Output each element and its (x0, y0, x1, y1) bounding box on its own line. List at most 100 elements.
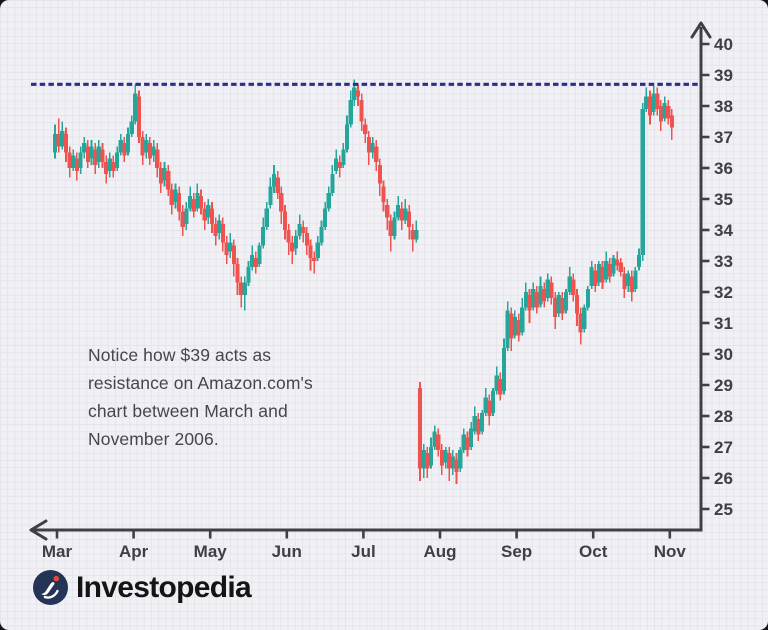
candle (385, 199, 390, 230)
candle (337, 155, 342, 178)
candle (618, 257, 623, 277)
candle (264, 202, 269, 230)
candle (220, 217, 225, 252)
candle (89, 140, 94, 165)
candle (74, 152, 79, 181)
chart-annotation: Notice how $39 acts as resistance on Ama… (88, 341, 313, 453)
candle (501, 338, 507, 395)
candle (177, 186, 182, 221)
candle (658, 99, 663, 131)
candle (494, 366, 499, 395)
candle (56, 118, 61, 153)
candle (534, 285, 539, 314)
candle (63, 127, 69, 162)
investopedia-wordmark: Investopedia (76, 570, 252, 604)
y-tick-label: 31 (714, 314, 733, 333)
candle (381, 180, 386, 212)
candle (144, 133, 149, 159)
candle (483, 388, 488, 416)
candle (406, 205, 412, 240)
candle (509, 307, 514, 351)
candle (191, 192, 196, 218)
candle (436, 428, 441, 457)
candle (140, 130, 145, 165)
candle (399, 202, 404, 230)
candle (428, 437, 434, 469)
candle (629, 270, 634, 302)
candle (293, 230, 298, 255)
candle (636, 248, 642, 271)
candle (348, 90, 353, 128)
y-tick-label: 29 (714, 376, 733, 395)
candle (85, 140, 90, 168)
y-tick-label: 25 (714, 500, 733, 519)
candle (498, 372, 503, 401)
candle (563, 288, 569, 314)
candle (472, 406, 477, 435)
candle (187, 186, 193, 212)
candle (173, 183, 178, 209)
candle (669, 109, 674, 141)
candle (574, 288, 580, 327)
x-axis-ticks: Mar Apr May Jun Jul Aug Sep Oct Nov (42, 530, 686, 561)
candle (625, 270, 631, 292)
candle (326, 186, 331, 212)
candle (512, 310, 517, 339)
candle (151, 140, 156, 162)
candle (359, 93, 364, 131)
candle (118, 133, 123, 156)
candle (71, 149, 76, 172)
candle (392, 211, 397, 240)
y-tick-label: 39 (714, 66, 733, 85)
y-tick-label: 30 (714, 345, 733, 364)
candle (552, 292, 558, 330)
candle (439, 443, 444, 475)
candle (505, 301, 510, 351)
candle (425, 447, 430, 478)
candle (224, 236, 229, 265)
candle (217, 214, 222, 240)
candle (344, 115, 350, 153)
candle (589, 261, 594, 289)
candle (560, 292, 565, 320)
candle (662, 96, 667, 122)
candle (315, 236, 320, 261)
candle (370, 137, 375, 159)
x-tick-label: Apr (119, 542, 149, 561)
annotation-line: November 2006. (88, 429, 219, 449)
candle (640, 102, 645, 261)
x-tick-label: Oct (579, 542, 608, 561)
candle (432, 425, 437, 451)
candle (304, 226, 309, 255)
x-axis-arrow-icon (29, 519, 48, 541)
candle (268, 177, 273, 209)
candle (282, 205, 288, 240)
candle (257, 242, 262, 268)
candle (209, 202, 215, 234)
candle (520, 298, 525, 336)
candle (184, 202, 189, 230)
x-tick-label: Jun (272, 542, 302, 561)
candle (202, 202, 207, 230)
candle (290, 236, 295, 265)
candle (461, 428, 466, 454)
y-tick-label: 33 (714, 252, 733, 271)
candle (585, 285, 590, 311)
candle (166, 164, 171, 196)
candle (147, 137, 152, 165)
candle (260, 217, 266, 249)
y-tick-label: 36 (714, 159, 733, 178)
y-tick-label: 28 (714, 407, 733, 426)
y-axis-ticks: 40 39 38 37 36 35 34 33 32 31 30 29 28 27 26 25 (701, 35, 733, 519)
candle (666, 99, 671, 125)
candle (622, 267, 627, 299)
candle (155, 143, 160, 178)
candle (107, 152, 112, 178)
candle (242, 276, 247, 311)
candle (67, 146, 72, 178)
candle (538, 276, 543, 308)
candle (465, 431, 470, 457)
candle (651, 85, 656, 116)
candle (600, 261, 605, 289)
candle (104, 155, 109, 184)
